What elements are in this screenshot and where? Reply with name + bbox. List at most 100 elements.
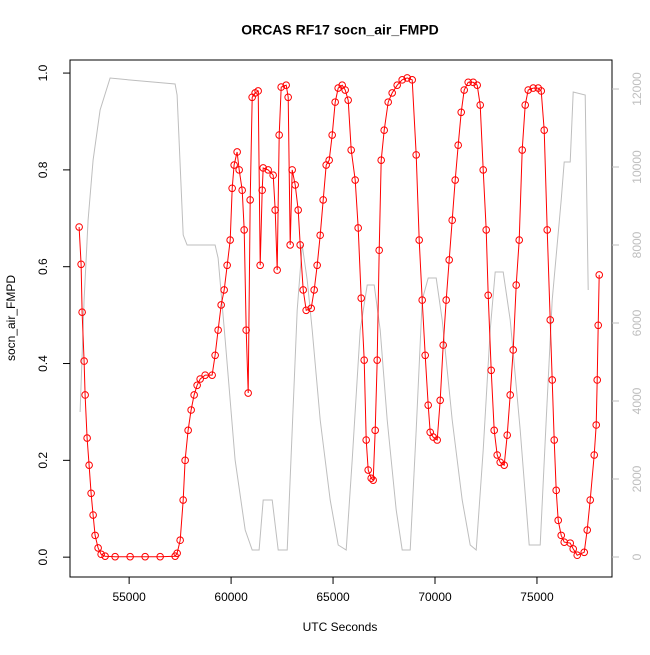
point — [244, 389, 252, 397]
point — [341, 86, 349, 94]
point — [442, 296, 450, 304]
point — [220, 286, 228, 294]
x-tick-label: 65000 — [316, 590, 350, 604]
point — [351, 176, 359, 184]
point — [89, 511, 97, 519]
point — [347, 146, 355, 154]
point — [408, 76, 416, 84]
point — [369, 476, 377, 484]
y-tick-label: 0.6 — [36, 258, 50, 275]
point — [296, 241, 304, 249]
point — [181, 456, 189, 465]
series-line — [78, 77, 600, 558]
point — [299, 286, 307, 294]
y2-tick-label: 2000 — [630, 465, 644, 492]
point — [421, 351, 429, 360]
point — [126, 552, 134, 561]
x-tick-label: 55000 — [112, 590, 146, 604]
point — [269, 171, 277, 180]
point — [371, 426, 379, 435]
point — [546, 316, 555, 324]
point — [384, 98, 392, 106]
point — [78, 308, 86, 317]
point — [302, 306, 310, 315]
point — [238, 186, 246, 195]
point — [259, 164, 267, 172]
plot-frame — [69, 59, 613, 578]
point — [190, 391, 198, 399]
point — [173, 549, 181, 558]
point — [156, 552, 164, 561]
point — [424, 401, 432, 409]
point — [97, 550, 105, 559]
point — [518, 146, 527, 154]
point — [111, 552, 119, 561]
point — [354, 224, 362, 232]
point — [77, 260, 85, 269]
point — [473, 81, 481, 89]
point — [593, 376, 602, 384]
point — [179, 496, 187, 504]
point — [240, 226, 248, 234]
y2-tick-label: 0 — [630, 553, 644, 560]
point — [362, 436, 370, 444]
point — [586, 496, 595, 504]
point — [521, 101, 530, 109]
point — [484, 291, 493, 300]
point — [291, 181, 299, 189]
point — [439, 341, 448, 349]
point — [592, 421, 601, 429]
point — [393, 81, 401, 89]
point — [87, 489, 95, 498]
point — [307, 304, 315, 313]
point — [80, 357, 88, 365]
x-tick-label: 60000 — [214, 590, 248, 604]
point — [75, 223, 83, 231]
point — [550, 436, 559, 444]
point — [552, 486, 561, 495]
point — [310, 286, 318, 294]
y2-tick-label: 8000 — [630, 231, 644, 258]
point — [83, 434, 91, 442]
point — [325, 156, 333, 165]
point — [373, 356, 381, 364]
point — [566, 539, 575, 547]
point — [482, 226, 491, 234]
point — [377, 156, 385, 165]
point — [509, 346, 518, 354]
point — [94, 544, 102, 552]
point — [360, 356, 368, 364]
point — [286, 241, 294, 249]
point — [85, 461, 93, 469]
y-tick-label: 1.0 — [36, 64, 50, 81]
point — [275, 131, 283, 139]
point — [403, 74, 411, 82]
point — [184, 426, 192, 435]
point — [223, 261, 231, 270]
point — [529, 84, 538, 92]
point — [264, 166, 272, 174]
point — [208, 371, 216, 379]
point — [512, 281, 521, 289]
point — [226, 236, 234, 244]
y2-tick-label: 6000 — [630, 309, 644, 336]
point — [451, 176, 459, 184]
point — [595, 271, 604, 279]
point — [331, 98, 339, 106]
y-tick-label: 0.0 — [36, 548, 50, 565]
point — [316, 231, 324, 240]
point — [436, 396, 444, 405]
point — [590, 451, 599, 459]
point — [487, 366, 496, 375]
point — [284, 93, 292, 102]
y2-tick-label: 10000 — [630, 150, 644, 184]
y-tick-label: 0.4 — [36, 355, 50, 372]
point — [573, 551, 582, 560]
point — [357, 294, 365, 302]
point — [454, 141, 462, 149]
y-tick-label: 0.8 — [36, 161, 50, 178]
point — [490, 426, 498, 435]
point — [448, 216, 456, 225]
